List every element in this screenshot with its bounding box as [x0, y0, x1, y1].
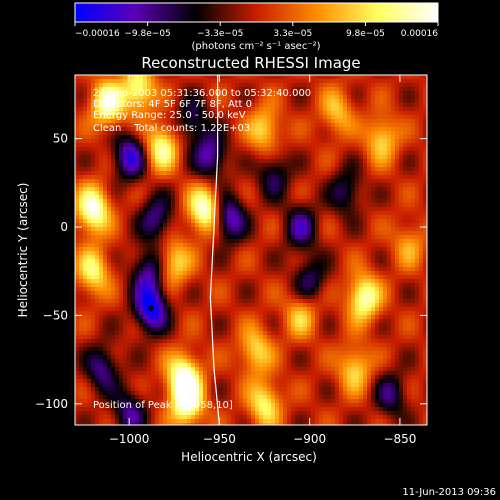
colorbar-frame — [74, 2, 439, 23]
minimum-marker — [148, 305, 154, 311]
annotation-detectors: Detectors: 4F 5F 6F 7F 8F, Att 0 — [93, 99, 252, 110]
y-tick-label: −100 — [35, 397, 68, 411]
y-axis: −100 −50 0 50 — [35, 132, 427, 411]
annotation-counts: Clean Total counts: 1.22E+03 — [93, 123, 250, 134]
x-tick-label: −950 — [203, 432, 236, 446]
colorbar — [75, 3, 438, 22]
colorbar-tick-label: −9.8e−05 — [124, 29, 170, 39]
x-tick-label: −900 — [293, 432, 326, 446]
footer-date: 11-Jun-2013 09:36 — [402, 487, 496, 498]
x-axis: −1000 −950 −900 −850 — [109, 75, 416, 446]
x-axis-label: Heliocentric X (arcsec) — [181, 450, 317, 464]
colorbar-ticks: −0.00016 −9.8e−05 −3.3e−05 3.3e−05 9.8e−05 0.… — [74, 22, 439, 39]
y-axis-label: Heliocentric Y (arcsec) — [16, 183, 30, 318]
colorbar-tick-label: −3.3e−05 — [197, 29, 243, 39]
x-tick-label: −850 — [383, 432, 416, 446]
heatmap-image — [75, 75, 427, 425]
colorbar-tick-label: 3.3e−05 — [273, 29, 312, 39]
y-tick-label: 50 — [53, 132, 68, 146]
colorbar-tick-label: −0.00016 — [75, 29, 120, 39]
colorbar-unit-label: (photons cm⁻² s⁻¹ asec⁻²) — [191, 41, 320, 52]
annotation-time: 21-Sep-2003 05:31:36.000 to 05:32:40.000 — [93, 88, 311, 99]
chart-title: Reconstructed RHESSI Image — [141, 54, 360, 72]
colorbar-tick-label: 0.00016 — [401, 29, 438, 39]
colorbar-tick-label: 9.8e−05 — [346, 29, 385, 39]
y-tick-label: 0 — [60, 220, 68, 234]
annotation-energy: Energy Range: 25.0 - 50.0 keV — [93, 110, 246, 121]
y-tick-label: −50 — [43, 308, 68, 322]
plot-frame — [74, 74, 428, 426]
solar-limb-line — [209, 75, 221, 425]
peak-position-label: Position of Peak = [-958,10] — [93, 400, 233, 411]
x-tick-label: −1000 — [109, 432, 150, 446]
